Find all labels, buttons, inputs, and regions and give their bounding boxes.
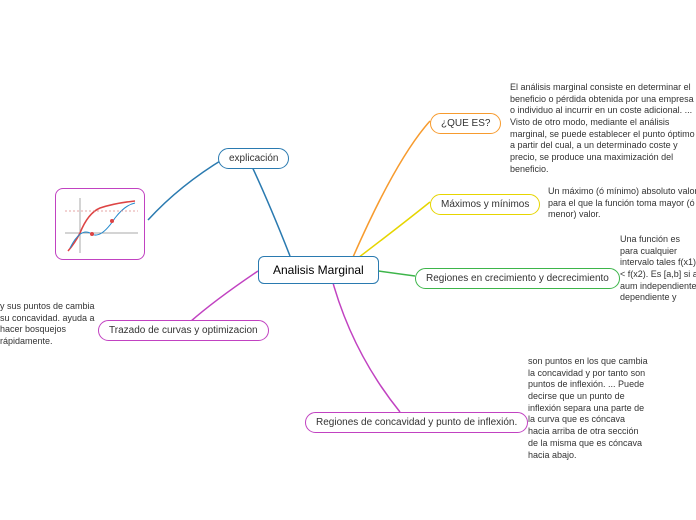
branch-explicacion[interactable]: explicación (218, 148, 289, 169)
branch-regiones-crec[interactable]: Regiones en crecimiento y decrecimiento (415, 268, 620, 289)
branch-trazado[interactable]: Trazado de curvas y optimizacion (98, 320, 269, 341)
branch-label: Regiones de concavidad y punto de inflex… (316, 417, 517, 428)
branch-maximos[interactable]: Máximos y mínimos (430, 194, 540, 215)
desc-regiones-conc: son puntos en los que cambia la concavid… (528, 356, 648, 461)
branch-label: ¿QUE ES? (441, 118, 490, 129)
desc-maximos: Un máximo (ó mínimo) absoluto valor para… (548, 186, 696, 221)
desc-regiones-crec: Una función es para cualquier intervalo … (620, 234, 696, 304)
chart-thumbnail (55, 188, 145, 260)
desc-trazado: y sus puntos de cambia su concavidad. ay… (0, 301, 95, 348)
branch-label: explicación (229, 153, 278, 164)
branch-regiones-conc[interactable]: Regiones de concavidad y punto de inflex… (305, 412, 528, 433)
branch-label: Trazado de curvas y optimizacion (109, 325, 258, 336)
chart-icon (60, 193, 142, 257)
center-node[interactable]: Analisis Marginal (258, 256, 379, 284)
branch-label: Regiones en crecimiento y decrecimiento (426, 273, 609, 284)
branch-label: Máximos y mínimos (441, 199, 529, 210)
center-label: Analisis Marginal (273, 263, 364, 277)
branch-que-es[interactable]: ¿QUE ES? (430, 113, 501, 134)
desc-que-es: El análisis marginal consiste en determi… (510, 82, 695, 176)
